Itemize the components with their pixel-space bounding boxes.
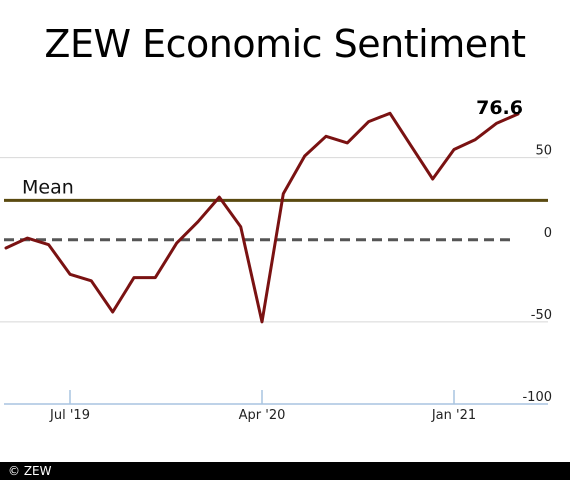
- x-tick-label: Jan '21: [431, 408, 476, 423]
- y-tick-label: 0: [544, 226, 552, 241]
- grid-lines: [0, 157, 548, 323]
- line-chart: 50 0 -50 -100 Jul '19 Apr '20 Jan '21 Mean 76.6: [0, 97, 552, 423]
- x-axis: [4, 390, 548, 405]
- x-tick-label: Apr '20: [239, 408, 286, 423]
- y-tick-label: -100: [522, 390, 552, 405]
- chart-title: ZEW Economic Sentiment: [44, 22, 526, 66]
- series-layer: [4, 111, 520, 324]
- series-line: [4, 111, 520, 324]
- reference-lines: [4, 198, 548, 242]
- mean-label: Mean: [22, 176, 74, 198]
- labels-layer: 50 0 -50 -100 Jul '19 Apr '20 Jan '21 Mean 76.6: [22, 97, 552, 423]
- last-value-label: 76.6: [476, 97, 523, 119]
- y-tick-label: -50: [531, 308, 552, 323]
- x-tick-label: Jul '19: [49, 408, 90, 423]
- copyright-footer: © ZEW: [0, 462, 570, 480]
- y-tick-label: 50: [535, 144, 552, 159]
